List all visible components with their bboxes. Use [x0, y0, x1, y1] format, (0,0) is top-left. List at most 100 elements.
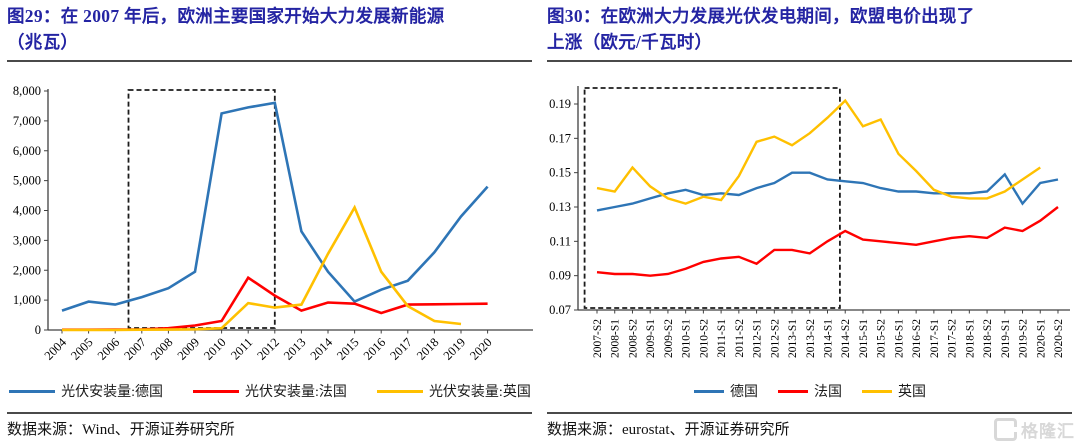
figure29-footer: 数据来源：Wind、开源证券研究所: [7, 412, 532, 446]
figure30-title-line1: 图30：在欧洲大力发展光伏发电期间，欧盟电价出现了: [547, 6, 975, 26]
x-tick-label: 2013-S2: [805, 319, 817, 358]
y-tick-label: 3,000: [13, 233, 41, 247]
y-tick-label: 1,000: [13, 293, 41, 307]
y-tick-label: 0.15: [549, 166, 571, 180]
x-tick-label: 2009-S2: [663, 319, 675, 358]
legend-item-0: 德国: [694, 381, 758, 401]
y-tick-label: 2,000: [13, 263, 41, 277]
legend-line-swatch: [862, 389, 892, 393]
pv-installation-line-chart: 0 1,000 2,000 3,000 4,000 5,000 6,000 7,000 8,00…: [13, 84, 533, 363]
x-tick-label: 2020-S2: [1053, 319, 1065, 358]
x-tick-label: 2010: [201, 335, 229, 363]
figure29-panel: 图29：在 2007 年后，欧洲主要国家开始大力发展新能源 （兆瓦） 0 1,00…: [0, 3, 540, 446]
x-tick-label: 2004: [42, 335, 70, 363]
x-tick-label: 2011: [228, 335, 255, 362]
x-tick-label: 2007-S2: [592, 319, 604, 358]
x-tick-label: 2008-S2: [627, 319, 639, 358]
x-tick-label: 2012: [254, 335, 282, 363]
x-tick-label: 2014-S1: [822, 319, 834, 358]
y-tick-label: 0.07: [549, 303, 571, 317]
x-tick-label: 2020-S1: [1035, 319, 1047, 358]
x-tick-label: 2017-S1: [929, 319, 941, 358]
figure30-title: 图30：在欧洲大力发展光伏发电期间，欧盟电价出现了 上涨（欧元/千瓦时）: [547, 3, 1072, 62]
legend-line-swatch: [778, 389, 808, 393]
legend-item-2: 英国: [862, 381, 926, 401]
x-tick-label: 2015-S2: [876, 319, 888, 358]
x-tick-label: 2017: [387, 335, 415, 363]
x-tick-label: 2010-S1: [681, 319, 693, 358]
x-tick-label: 2014: [308, 335, 336, 363]
x-tick-label: 2019-S1: [1000, 319, 1012, 358]
y-tick-label: 0.19: [549, 97, 571, 111]
x-tick-label: 2019: [441, 335, 469, 363]
x-tick-label: 2010-S2: [698, 319, 710, 358]
x-tick-label: 2007: [121, 335, 149, 363]
legend-label: 英国: [898, 385, 926, 400]
gelonghui-logo-icon: [994, 418, 1017, 441]
x-tick-label: 2016-S2: [911, 319, 923, 358]
y-tick-label: 0.13: [549, 200, 571, 214]
x-tick-label: 2011-S1: [716, 319, 728, 358]
legend-item-2: 光伏安装量:英国: [376, 381, 531, 401]
x-tick-label: 2008: [148, 335, 176, 363]
gelonghui-watermark: 格隆汇: [994, 417, 1075, 442]
figure30-source: 数据来源：eurostat、开源证券研究所: [547, 422, 790, 438]
y-tick-label: 8,000: [13, 84, 41, 98]
electricity-price-line-chart: 0.07 0.09 0.11 0.13 0.15 0.17 0.19 2007-S2 2008-…: [549, 86, 1070, 358]
x-tick-label: 2009-S1: [645, 319, 657, 358]
figure30-footer: 数据来源：eurostat、开源证券研究所: [547, 412, 1072, 446]
figure30-legend: 德国 法国 英国: [540, 381, 1080, 401]
y-tick-label: 6,000: [13, 144, 41, 158]
x-tick-label: 2015-S1: [858, 319, 870, 358]
x-tick-label: 2011-S2: [734, 319, 746, 358]
x-tick-label: 2016-S1: [893, 319, 905, 358]
x-tick-label: 2018-S2: [982, 319, 994, 358]
figure29-title: 图29：在 2007 年后，欧洲主要国家开始大力发展新能源 （兆瓦）: [7, 3, 532, 62]
figure29-source: 数据来源：Wind、开源证券研究所: [7, 422, 235, 438]
legend-line-swatch: [193, 389, 240, 393]
x-tick-label: 2014-S2: [840, 319, 852, 358]
legend-item-1: 光伏安装量:法国: [193, 381, 347, 401]
legend-item-0: 光伏安装量:德国: [9, 381, 163, 401]
x-tick-label: 2017-S2: [947, 319, 959, 358]
x-tick-label: 2019-S2: [1018, 319, 1030, 358]
x-tick-label: 2015: [334, 335, 362, 363]
x-tick-label: 2008-S1: [610, 319, 622, 358]
legend-label: 光伏安装量:德国: [61, 385, 164, 400]
legend-label: 光伏安装量:法国: [245, 385, 347, 400]
y-tick-label: 0.11: [550, 234, 571, 248]
legend-label: 德国: [730, 385, 758, 400]
y-tick-label: 0.09: [549, 269, 571, 283]
x-tick-label: 2005: [68, 335, 96, 363]
x-tick-label: 2013: [281, 335, 309, 363]
y-tick-label: 4,000: [13, 204, 41, 218]
series-line-0: [61, 101, 489, 312]
legend-label: 光伏安装量:英国: [428, 385, 531, 400]
figure30-title-line2: 上涨（欧元/千瓦时）: [547, 32, 713, 52]
figure29-legend: 光伏安装量:德国 光伏安装量:法国 光伏安装量:英国: [0, 381, 540, 401]
legend-line-swatch: [376, 389, 423, 393]
x-tick-label: 2016: [361, 335, 389, 363]
x-tick-label: 2012-S2: [769, 319, 781, 358]
figure29-title-line2: （兆瓦）: [7, 32, 79, 52]
series-line-2: [596, 98, 1041, 205]
x-tick-label: 2018-S1: [964, 319, 976, 358]
series-line-1: [596, 206, 1059, 277]
figure29-title-line1: 图29：在 2007 年后，欧洲主要国家开始大力发展新能源: [7, 6, 445, 26]
y-tick-label: 7,000: [13, 114, 41, 128]
gelonghui-watermark-text: 格隆汇: [1021, 422, 1075, 441]
legend-label: 法国: [814, 385, 842, 400]
y-tick-label: 0: [35, 323, 41, 337]
highlight-box: [583, 87, 841, 309]
x-tick-label: 2006: [95, 335, 123, 363]
x-tick-label: 2009: [175, 335, 203, 363]
series-line-2: [62, 204, 462, 332]
legend-line-swatch: [694, 389, 724, 393]
highlight-box: [127, 89, 276, 329]
x-tick-label: 2012-S1: [752, 319, 764, 358]
y-tick-label: 5,000: [13, 174, 41, 188]
figure30-panel: 图30：在欧洲大力发展光伏发电期间，欧盟电价出现了 上涨（欧元/千瓦时） 0.0…: [540, 0, 1080, 446]
x-tick-label: 2020: [467, 335, 495, 363]
legend-line-swatch: [9, 389, 56, 393]
